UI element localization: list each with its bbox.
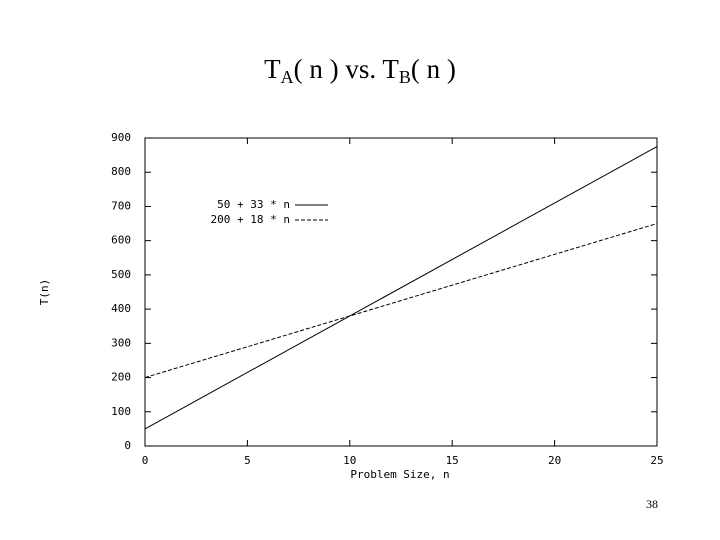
plot-frame bbox=[144, 137, 658, 447]
y-tick-label: 700 bbox=[111, 199, 131, 212]
y-tick-label: 900 bbox=[111, 131, 131, 144]
x-tick-label: 15 bbox=[446, 454, 459, 467]
y-axis-label: T(n) bbox=[38, 279, 51, 306]
y-tick-label: 600 bbox=[111, 234, 131, 247]
title-part: A bbox=[281, 67, 294, 87]
title-part: B bbox=[399, 67, 411, 87]
x-tick-label: 5 bbox=[244, 454, 251, 467]
x-tick-label: 25 bbox=[650, 454, 663, 467]
x-axis-label: Problem Size, n bbox=[350, 468, 449, 481]
y-tick-label: 400 bbox=[111, 302, 131, 315]
series-line bbox=[144, 146, 658, 430]
x-tick-label: 10 bbox=[343, 454, 356, 467]
title-part: T bbox=[264, 54, 281, 84]
series-line bbox=[144, 223, 658, 379]
y-tick-label: 100 bbox=[111, 405, 131, 418]
y-tick-label: 300 bbox=[111, 336, 131, 349]
page-number: 38 bbox=[646, 497, 658, 511]
y-tick-label: 500 bbox=[111, 268, 131, 281]
y-tick-label: 0 bbox=[124, 439, 131, 452]
x-tick-label: 20 bbox=[548, 454, 561, 467]
x-tick-label: 0 bbox=[142, 454, 149, 467]
legend-label: 50 + 33 * n bbox=[217, 198, 290, 211]
title-part: ( n ) vs. T bbox=[294, 54, 400, 84]
legend-label: 200 + 18 * n bbox=[211, 213, 290, 226]
chart-title: TA( n ) vs. TB( n ) bbox=[264, 54, 456, 87]
y-tick-label: 800 bbox=[111, 165, 131, 178]
title-part: ( n ) bbox=[411, 54, 456, 84]
y-tick-label: 200 bbox=[111, 371, 131, 384]
